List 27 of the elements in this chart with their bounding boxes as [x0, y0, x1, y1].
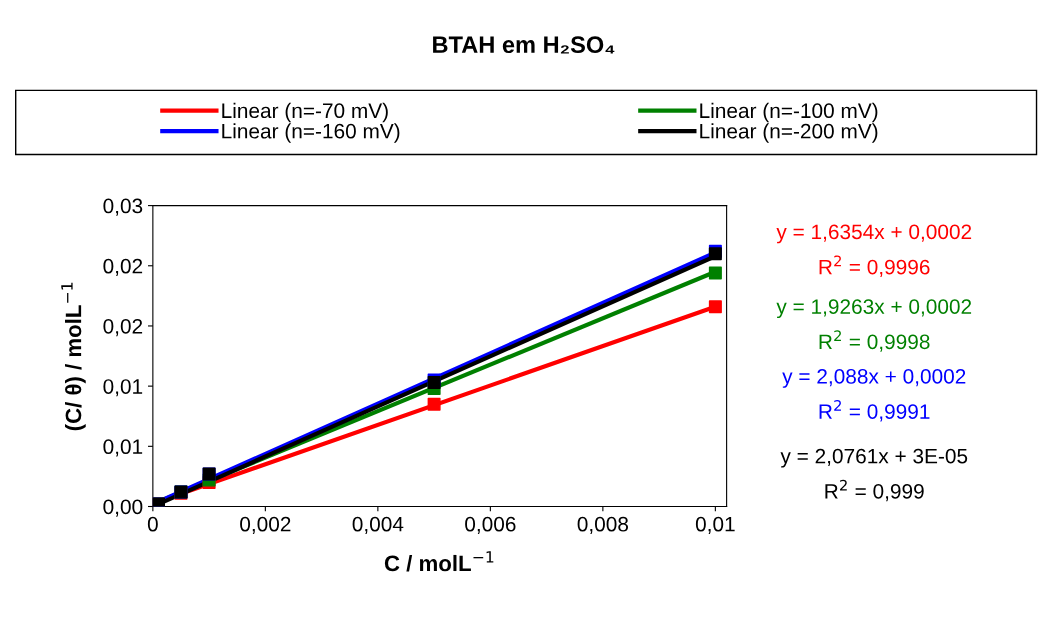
text: R$^{2}$ = 0,9991	[819, 399, 930, 422]
chart-title: BTAH em H₂SO₄	[433, 36, 615, 54]
y-axis-title: (C/ θ) / molL$^{−1}$	[61, 282, 86, 431]
y-tick-label: 0,01	[103, 379, 143, 397]
legend-label: Linear (n=-160 mV)	[222, 123, 400, 143]
x-axis-title: C / molL$^{−1}$	[384, 551, 494, 572]
y-tick-label: 0,03	[103, 198, 143, 216]
text: R$^{2}$ = 0,9998	[819, 330, 930, 352]
x-tick-label: 0,002	[240, 516, 291, 534]
text: y = 2,0761x + 3E-05	[780, 448, 968, 468]
text: y = 2,088x + 0,0002	[782, 369, 966, 388]
text: R$^{2}$ = 0,9996	[819, 255, 930, 277]
legend-label: Linear (n=-100 mV)	[700, 102, 878, 123]
legend-label: Linear (n=-200 mV)	[700, 123, 878, 143]
y-tick-label: 0,01	[103, 439, 143, 457]
x-tick-label: 0,01	[695, 516, 735, 534]
text: y = 1,6354x + 0,0002	[776, 224, 972, 244]
y-tick-label: 0,00	[103, 499, 143, 517]
x-tick-label: 0,004	[352, 516, 404, 534]
y-tick-label: 0,02	[103, 258, 143, 276]
text: R$^{2}$ = 0,999	[825, 479, 924, 502]
x-tick-label: 0,008	[577, 516, 629, 534]
x-tick-label: 0	[147, 516, 158, 532]
legend-label: Linear (n=-70 mV)	[222, 102, 388, 123]
x-tick-label: 0,006	[465, 516, 516, 534]
text: y = 1,9263x + 0,0002	[776, 299, 972, 319]
y-tick-label: 0,02	[103, 318, 143, 337]
